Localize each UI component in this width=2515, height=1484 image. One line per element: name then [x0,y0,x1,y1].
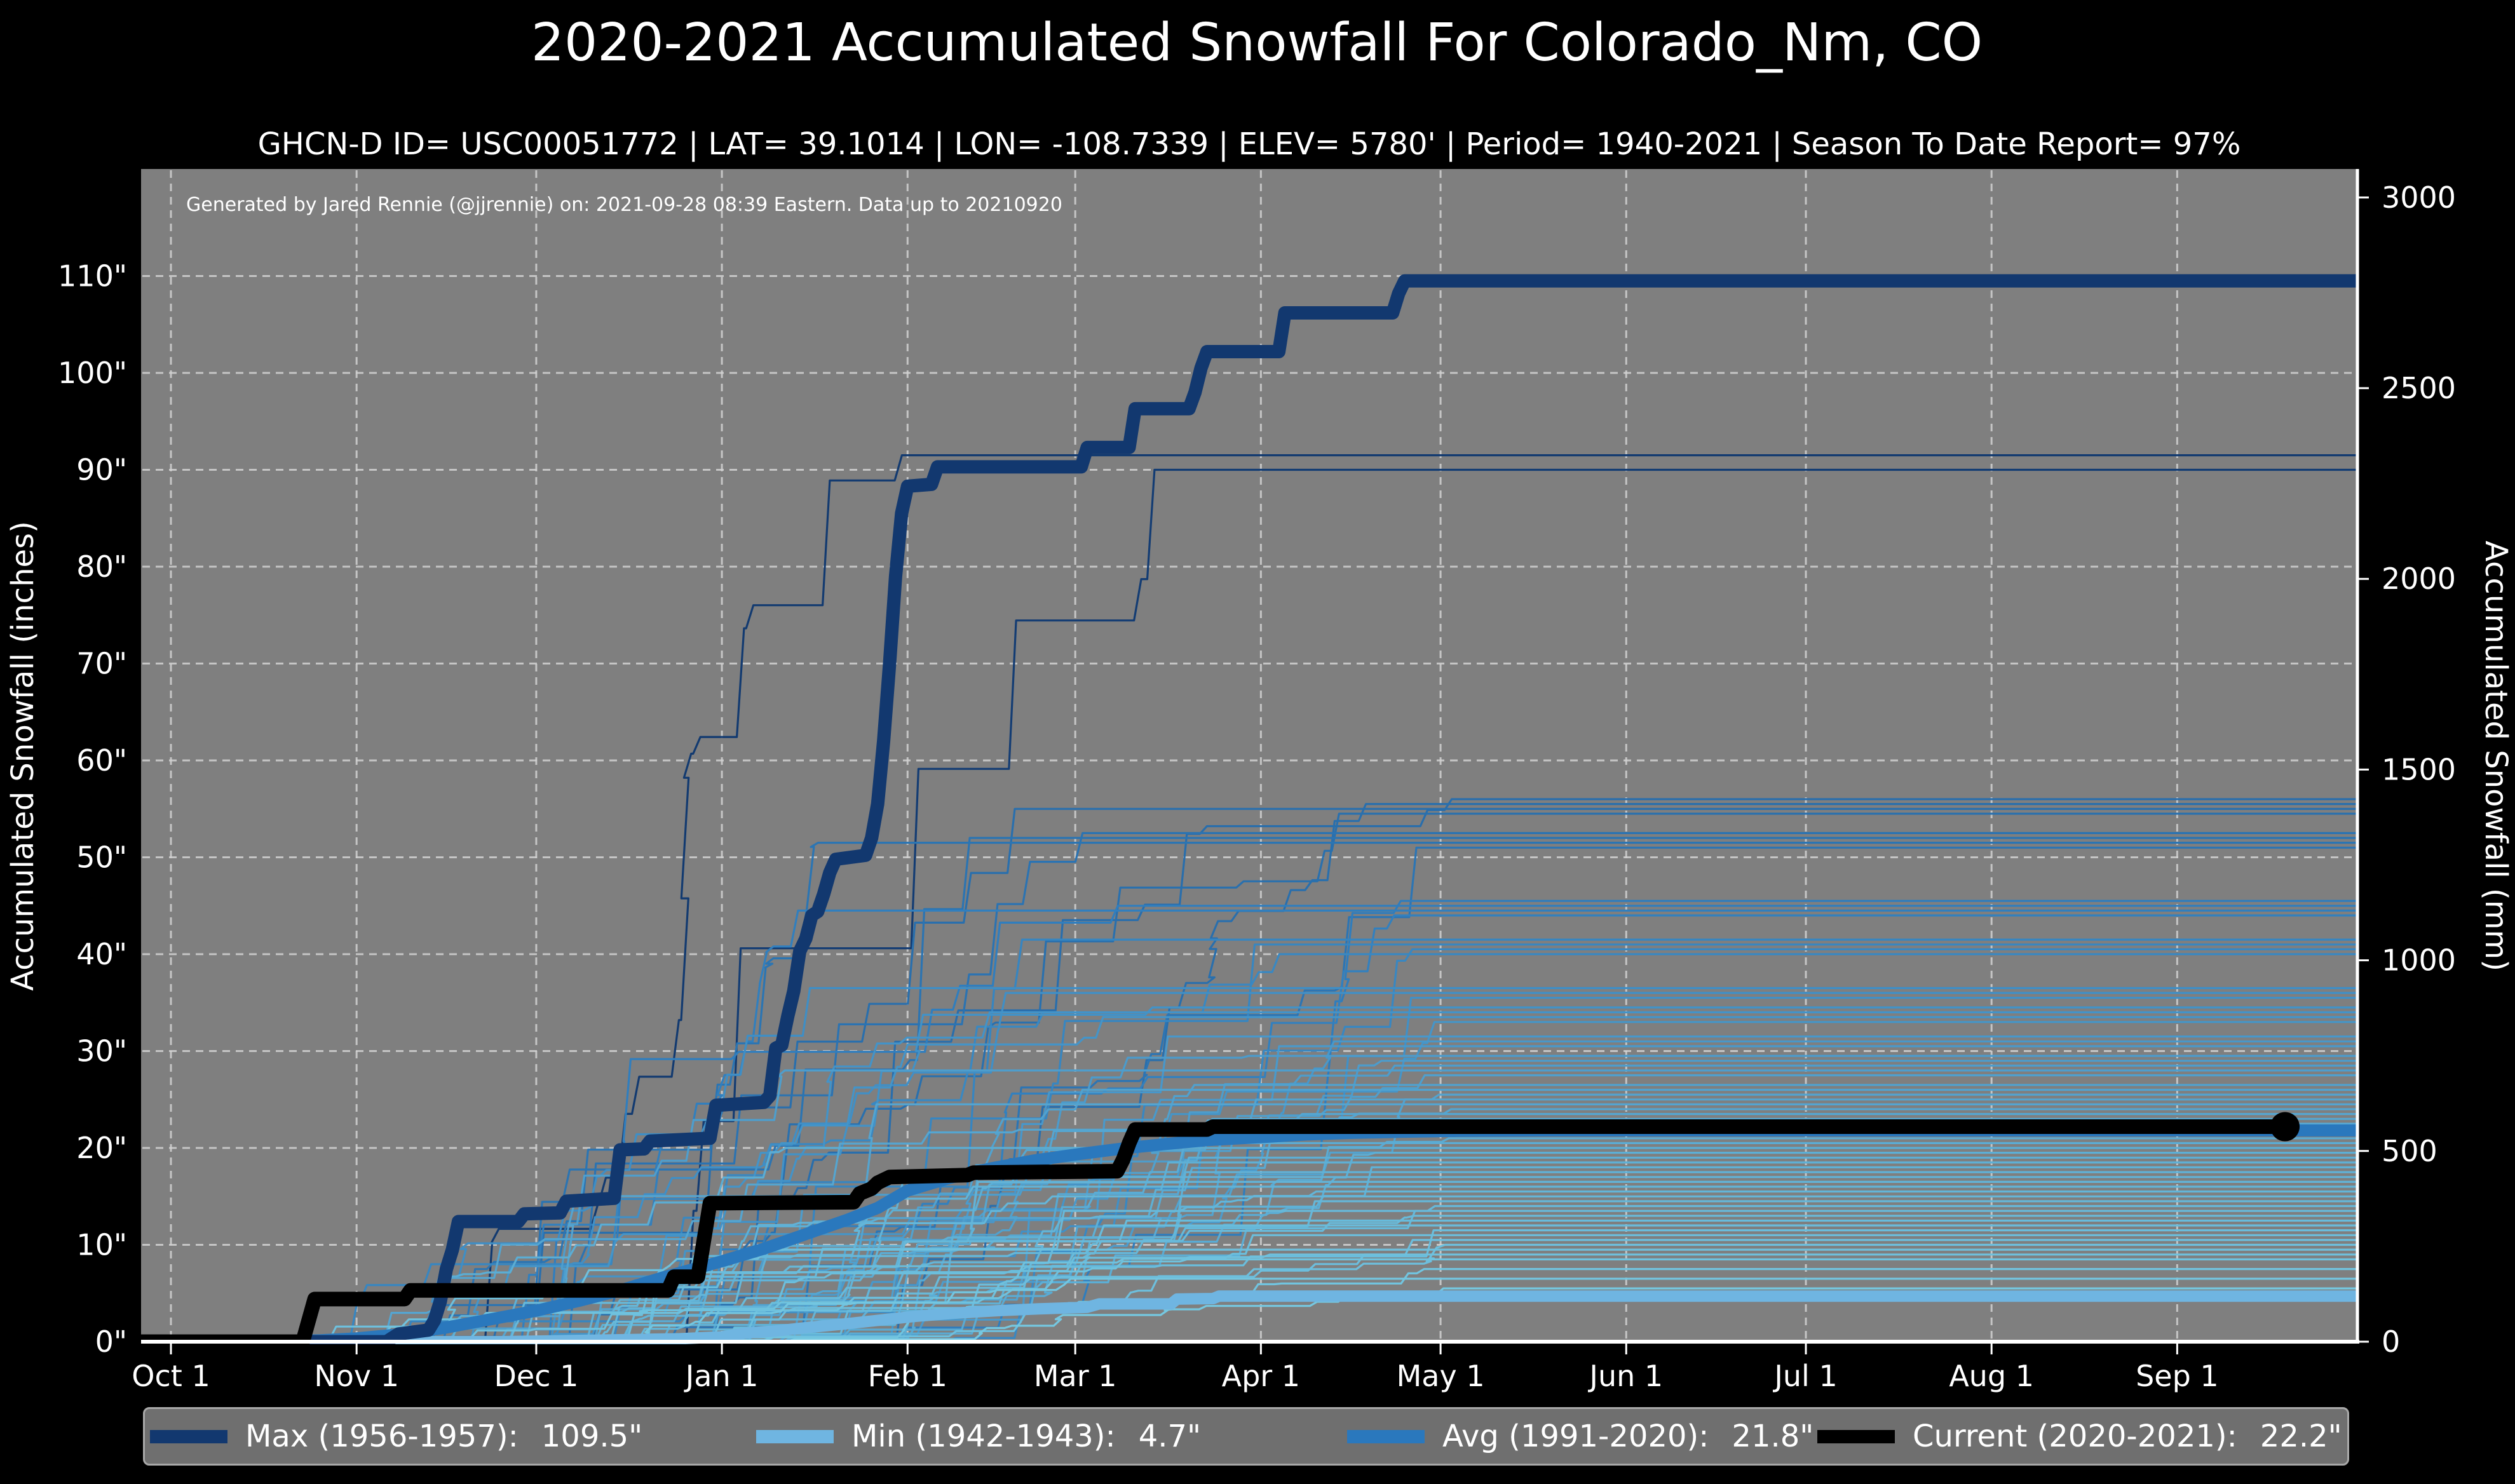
legend-value: 4.7" [1138,1419,1202,1454]
legend-item-current: Current (2020-2021): 22.2" [1817,1409,2342,1464]
min-line-swatch [756,1429,834,1443]
x-tick-label: Nov 1 [314,1359,399,1393]
y-tick-label-inches: 30" [76,1034,127,1069]
y-axis-label-inches: Accumulated Snowfall (inches) [5,521,41,991]
legend: Max (1956-1957): 109.5" Min (1942-1943):… [143,1407,2349,1466]
x-tick-label: Jan 1 [684,1359,759,1393]
series-line-min [141,1290,2357,1344]
y-tick-label-inches: 90" [76,453,127,487]
y-tick-label-inches: 40" [76,937,127,971]
y-tick-label-inches: 10" [76,1228,127,1262]
y-tick-label-mm: 1500 [2382,752,2456,786]
legend-label: Max (1956-1957): [245,1419,519,1454]
background-year-line [141,1195,2357,1343]
background-year-line [141,1278,2357,1343]
y-tick-label-mm: 2000 [2382,562,2456,596]
x-tick-label: Feb 1 [868,1359,947,1393]
y-tick-label-inches: 60" [76,743,127,778]
x-tick-label: Jun 1 [1587,1359,1663,1393]
y-tick-label-mm: 0 [2382,1325,2400,1359]
x-tick-label: Mar 1 [1034,1359,1117,1393]
y-axis-label-mm: Accumulated Snowfall (mm) [2478,541,2514,971]
legend-value: 109.5" [541,1419,643,1454]
legend-value: 21.8" [1732,1419,1814,1454]
y-tick-label-inches: 100" [58,356,127,390]
x-tick-label: Sep 1 [2136,1359,2219,1393]
background-year-line [141,1142,2357,1343]
x-tick-label: May 1 [1397,1359,1485,1393]
background-year-line [141,803,2357,1343]
current-season-end-dot [2270,1112,2300,1142]
y-tick-label-mm: 3000 [2382,180,2456,215]
background-year-line [141,1055,2357,1343]
background-year-line [141,1088,2357,1343]
series-line-max [141,274,2357,1344]
legend-value: 22.2" [2260,1419,2342,1454]
axis-tick-labels: Oct 1 Nov 1 Dec 1 Jan 1 Feb 1 Mar 1 Apr 1 May 1… [58,180,2456,1393]
background-year-line [141,798,2357,1343]
x-tick-label: Apr 1 [1222,1359,1300,1393]
y-tick-label-mm: 1000 [2382,943,2456,978]
legend-label: Avg (1991-2020): [1442,1419,1709,1454]
background-year-line [141,813,2357,1343]
x-tick-label: Oct 1 [132,1359,210,1393]
legend-label: Current (2020-2021): [1913,1419,2237,1454]
background-year-line [141,1224,2357,1343]
y-tick-label-mm: 500 [2382,1134,2437,1168]
axis-ticks [170,196,2369,1354]
background-year-line [141,468,2357,1343]
background-year-line [141,914,2357,1343]
series-line-current [141,1119,2293,1344]
y-tick-label-inches: 50" [76,840,127,875]
y-tick-label-inches: 70" [76,647,127,681]
max-line-swatch [150,1429,227,1443]
x-tick-label: Aug 1 [1949,1359,2034,1393]
avg-line-swatch [1347,1429,1425,1443]
station-subtitle: GHCN-D ID= USC00051772 | LAT= 39.1014 | … [258,126,2241,162]
series-line-avg [141,1124,2357,1344]
legend-item-max: Max (1956-1957): 109.5" [150,1409,642,1464]
background-year-line [141,1011,2357,1343]
generated-by-annotation: Generated by Jared Rennie (@jjrennie) on… [186,194,1062,216]
page-title: 2020-2021 Accumulated Snowfall For Color… [531,13,1983,73]
y-tick-label-mm: 2500 [2382,371,2456,405]
legend-item-avg: Avg (1991-2020): 21.8" [1347,1409,1813,1464]
highlight-series-lines [141,274,2357,1344]
background-year-line [141,948,2357,1343]
background-year-line [141,1219,2357,1343]
y-tick-label-inches: 20" [76,1131,127,1165]
y-tick-label-inches: 110" [58,259,127,293]
x-tick-label: Jul 1 [1772,1359,1837,1393]
y-tick-label-inches: 80" [76,550,127,584]
background-year-line [141,454,2357,1343]
legend-item-min: Min (1942-1943): 4.7" [756,1409,1201,1464]
current-line-swatch [1817,1429,1895,1443]
y-tick-label-inches: 0" [95,1325,127,1359]
x-tick-label: Dec 1 [494,1359,578,1393]
legend-label: Min (1942-1943): [851,1419,1116,1454]
